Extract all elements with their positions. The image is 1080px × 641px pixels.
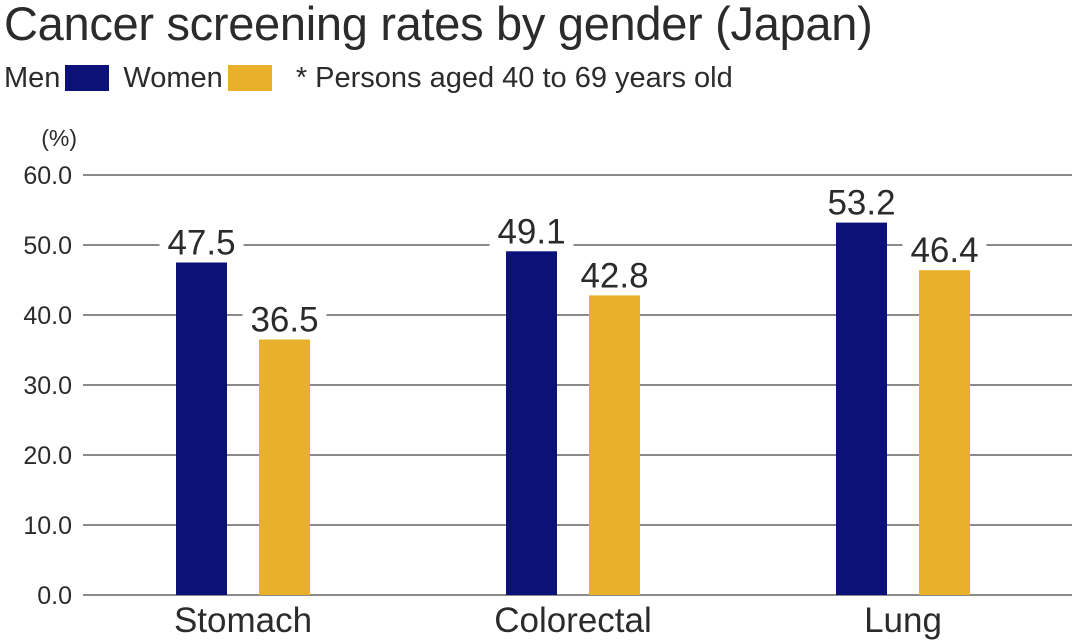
bar-women-lung — [919, 270, 970, 595]
x-category-label: Colorectal — [494, 601, 652, 640]
data-label: 53.2 — [827, 184, 895, 223]
bar-men-colorectal — [506, 251, 557, 596]
x-category-label: Lung — [864, 601, 942, 640]
data-label-background — [902, 232, 987, 267]
legend-label-women: Women — [123, 61, 223, 94]
y-tick-label: 10.0 — [23, 512, 72, 540]
x-category-label: Stomach — [174, 601, 312, 640]
data-label: 42.8 — [580, 256, 648, 295]
legend-swatch-women — [227, 65, 272, 91]
data-label: 49.1 — [497, 212, 565, 251]
legend: Men Women * Persons aged 40 to 69 years … — [4, 60, 733, 96]
chart-title: Cancer screening rates by gender (Japan) — [4, 0, 873, 50]
data-label-background — [242, 301, 327, 336]
legend-swatch-men — [65, 65, 110, 91]
bar-men-lung — [836, 222, 887, 595]
y-tick-label: 20.0 — [23, 442, 72, 470]
y-tick-label: 0.0 — [37, 582, 72, 610]
data-label: 47.5 — [167, 224, 235, 263]
y-tick-label: 40.0 — [23, 302, 72, 330]
footnote: * Persons aged 40 to 69 years old — [295, 61, 733, 94]
data-label-background — [489, 213, 574, 248]
data-label: 36.5 — [250, 301, 318, 340]
y-tick-label: 50.0 — [23, 232, 72, 260]
data-label-background — [159, 224, 244, 259]
data-label-background — [819, 184, 904, 219]
y-axis-unit: (%) — [41, 125, 77, 151]
data-label: 46.4 — [910, 231, 978, 270]
y-tick-label: 30.0 — [23, 372, 72, 400]
bar-women-colorectal — [589, 295, 640, 595]
legend-label-men: Men — [4, 61, 61, 94]
data-label-background — [572, 257, 657, 292]
bar-women-stomach — [259, 339, 310, 595]
y-tick-label: 60.0 — [23, 162, 72, 190]
bar-men-stomach — [176, 262, 227, 595]
